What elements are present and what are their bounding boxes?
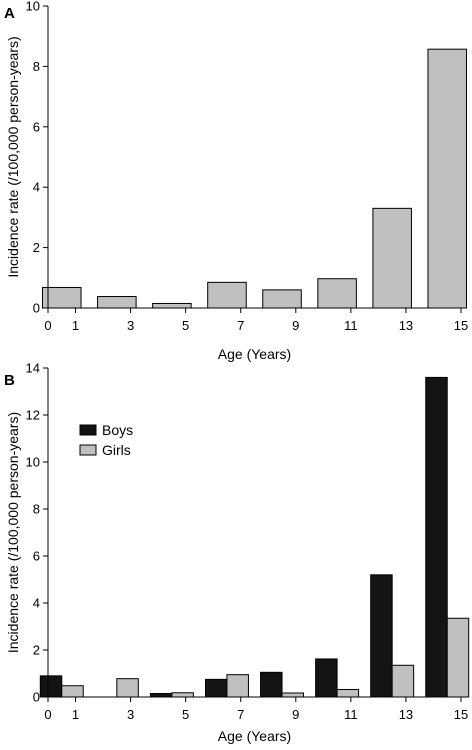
y-axis-title: Incidence rate (/100,000 person-years) <box>5 412 21 653</box>
y-tick-label: 2 <box>33 240 40 255</box>
y-tick-label: 10 <box>26 0 40 14</box>
x-tick-label: 5 <box>182 707 189 722</box>
y-tick-label: 4 <box>33 596 40 611</box>
bar-girls-6-7 <box>226 674 249 698</box>
x-tick-label: 15 <box>454 318 468 333</box>
x-tick-label: 9 <box>292 318 299 333</box>
panel-label: A <box>4 5 15 22</box>
x-axis-title: Age (Years) <box>218 728 291 744</box>
y-tick-label: 10 <box>26 455 40 470</box>
bar-girls-0-1 <box>61 685 84 698</box>
x-tick-label: 15 <box>454 707 468 722</box>
bar-boys-4-5 <box>149 692 173 698</box>
x-tick-label: 13 <box>399 318 413 333</box>
bar-2-3 <box>97 296 137 309</box>
bar-4-5 <box>152 302 192 309</box>
legend-swatch-boys <box>79 424 97 436</box>
y-tick-label: 0 <box>33 301 40 316</box>
bar-boys-6-7 <box>204 678 228 698</box>
x-tick-label: 0 <box>44 318 51 333</box>
panel-label: B <box>4 372 15 389</box>
x-tick-label: 11 <box>344 707 358 722</box>
bar-10-11 <box>317 278 357 309</box>
x-tick-label: 5 <box>182 318 189 333</box>
bar-8-9 <box>262 289 302 309</box>
y-tick-label: 8 <box>33 502 40 517</box>
bar-boys-8-9 <box>260 671 283 698</box>
bar-6-7 <box>207 281 247 309</box>
bar-girls-10-11 <box>336 688 360 698</box>
bar-12-13 <box>372 207 412 309</box>
x-tick-label: 3 <box>127 318 134 333</box>
y-tick-label: 8 <box>33 59 40 74</box>
x-tick-label: 0 <box>44 707 51 722</box>
bar-boys-10-11 <box>315 658 338 698</box>
y-axis-title: Incidence rate (/100,000 person-years) <box>5 36 21 277</box>
legend-swatch-girls <box>79 444 97 456</box>
y-tick-label: 4 <box>33 180 40 195</box>
x-tick-label: 3 <box>127 707 134 722</box>
y-tick-label: 12 <box>26 408 40 423</box>
bar-boys-14-15 <box>425 376 448 698</box>
x-tick-label: 9 <box>292 707 299 722</box>
legend: Boys Girls <box>79 422 133 458</box>
legend-label-boys: Boys <box>102 422 133 438</box>
y-tick-label: 14 <box>26 361 40 376</box>
bar-girls-2-3 <box>116 678 139 698</box>
y-tick-label: 0 <box>33 690 40 705</box>
y-tick-label: 6 <box>33 549 40 564</box>
y-tick-label: 6 <box>33 119 40 134</box>
bar-boys-0-1 <box>39 675 63 698</box>
bar-boys-12-13 <box>370 574 393 698</box>
bar-girls-8-9 <box>281 692 305 698</box>
x-tick-label: 7 <box>237 318 244 333</box>
bar-14-15 <box>427 48 468 309</box>
x-tick-label: 13 <box>399 707 413 722</box>
legend-label-girls: Girls <box>102 442 131 458</box>
x-axis-title: Age (Years) <box>218 346 291 362</box>
bar-girls-14-15 <box>446 617 470 698</box>
x-tick-label: 1 <box>72 318 79 333</box>
x-tick-label: 7 <box>237 707 244 722</box>
y-tick-label: 2 <box>33 643 40 658</box>
bar-girls-12-13 <box>391 664 415 698</box>
bar-girls-4-5 <box>171 692 194 698</box>
x-tick-label: 1 <box>72 707 79 722</box>
x-tick-label: 11 <box>344 318 358 333</box>
